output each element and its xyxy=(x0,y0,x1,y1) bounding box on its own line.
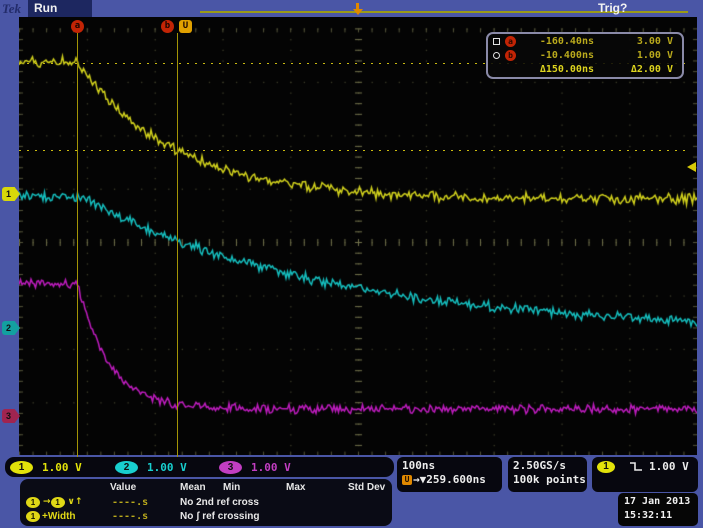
meas1-status: No 2nd ref cross xyxy=(180,497,259,508)
cursor-b-voltage: 1.00 V xyxy=(636,50,673,61)
channel-scale-bar: 1 1.00 V 2 1.00 V 3 1.00 V xyxy=(5,457,394,477)
date-label: 17 Jan 2013 xyxy=(624,496,691,507)
falling-edge-icon xyxy=(630,462,642,471)
trigger-level-arrow-icon[interactable] xyxy=(687,162,696,172)
cursor-b-badge[interactable]: b xyxy=(161,20,174,33)
cursor-b-hline[interactable] xyxy=(19,150,689,151)
cursor-a-badge[interactable]: a xyxy=(71,20,84,33)
arrow-icon: → xyxy=(43,497,51,507)
delay-readout: U →▼ 259.600ns xyxy=(402,473,502,486)
ch1-badge[interactable]: 1 xyxy=(10,460,33,474)
ch3-scale: 1.00 V xyxy=(251,460,291,474)
cursor-b-vline[interactable] xyxy=(177,33,178,469)
cursor-delta-time: Δ150.00ns xyxy=(539,64,594,75)
tek-logo: Tek xyxy=(2,1,22,16)
trigger-box[interactable]: 1 1.00 V xyxy=(592,457,698,492)
col-value: Value xyxy=(110,482,137,493)
timebase-box[interactable]: 100ns U →▼ 259.600ns xyxy=(397,457,502,492)
time-label: 15:32:11 xyxy=(624,510,673,521)
trigger-source-badge: 1 xyxy=(597,460,615,473)
cursor-delta-voltage: Δ2.00 V xyxy=(630,64,673,75)
trigger-level: 1.00 V xyxy=(649,460,689,473)
ch2-badge[interactable]: 2 xyxy=(115,460,138,474)
col-min: Min xyxy=(223,482,241,493)
datetime-box: 17 Jan 2013 15:32:11 xyxy=(618,493,698,526)
ch1-scale-group[interactable]: 1 1.00 V xyxy=(10,460,82,474)
square-marker-icon xyxy=(493,38,502,45)
col-stddev: Std Dev xyxy=(348,482,386,493)
col-mean: Mean xyxy=(180,482,206,493)
sample-rate: 2.50GS/s xyxy=(513,459,566,472)
acquisition-box[interactable]: 2.50GS/s 100k points xyxy=(508,457,587,492)
cursor-a-vline[interactable] xyxy=(77,33,78,469)
meas1-ref-badge: 1 xyxy=(50,496,65,508)
cursor-readout-box: a -160.40ns 3.00 V b -10.400ns 1.00 V Δ1… xyxy=(486,32,684,79)
meas2-label: +Width xyxy=(42,510,76,522)
graticule-screen: a b U a -160.40ns 3.00 V b -10.400ns 1.0… xyxy=(19,17,697,469)
cursor-a-label: a xyxy=(505,36,516,47)
ch3-position-marker[interactable]: 3 xyxy=(2,409,20,423)
record-length: 100k points xyxy=(513,473,586,486)
cursor-a-time: -160.40ns xyxy=(539,36,594,47)
ch3-badge[interactable]: 3 xyxy=(219,460,242,474)
ch1-scale: 1.00 V xyxy=(42,460,82,474)
mark-u-badge[interactable]: U xyxy=(179,20,192,33)
top-status-bar: Tek Run Trig? xyxy=(0,0,703,17)
waveform-canvas xyxy=(19,17,697,455)
acquisition-status: Run xyxy=(28,0,92,17)
meas1-value: ----.s xyxy=(112,497,149,508)
ch1-position-marker[interactable]: 1 xyxy=(2,187,20,201)
delay-value: 259.600ns xyxy=(426,473,486,486)
cursor-a-row: a -160.40ns 3.00 V xyxy=(488,35,682,48)
cursor-a-voltage: 3.00 V xyxy=(636,36,673,47)
cursor-b-time: -10.400ns xyxy=(539,50,594,61)
delay-arrow-icon: →▼ xyxy=(413,473,427,486)
record-view-bar[interactable] xyxy=(200,11,688,13)
ch2-scale-group[interactable]: 2 1.00 V xyxy=(115,460,187,474)
trigger-status: Trig? xyxy=(598,1,628,15)
trigger-position-icon[interactable] xyxy=(352,3,363,15)
meas2-source-badge: 1 xyxy=(26,510,40,522)
ch2-position-marker[interactable]: 2 xyxy=(2,321,20,335)
meas2-status: No ʃ ref crossing xyxy=(180,511,260,522)
cursor-a-hline[interactable] xyxy=(19,63,689,64)
col-max: Max xyxy=(286,482,306,493)
measurement-row-delay[interactable]: 1 → 1 ∨↑ xyxy=(26,496,82,508)
measurement-row-width[interactable]: 1 +Width xyxy=(26,510,76,522)
ch3-scale-group[interactable]: 3 1.00 V xyxy=(219,460,291,474)
meas2-value: ----.s xyxy=(112,511,149,522)
meas1-source-badge: 1 xyxy=(26,496,40,508)
timebase-scale: 100ns xyxy=(402,459,436,472)
ch2-scale: 1.00 V xyxy=(147,460,187,474)
delay-measure-icon: ∨↑ xyxy=(67,497,83,507)
cursor-b-label: b xyxy=(505,50,516,61)
delay-mark-icon: U xyxy=(402,474,412,485)
measurement-box: Value Mean Min Max Std Dev 1 → 1 ∨↑ ----… xyxy=(20,479,392,526)
circle-marker-icon xyxy=(493,52,502,59)
cursor-b-row: b -10.400ns 1.00 V xyxy=(488,49,682,62)
cursor-delta-row: Δ150.00ns Δ2.00 V xyxy=(488,63,682,76)
